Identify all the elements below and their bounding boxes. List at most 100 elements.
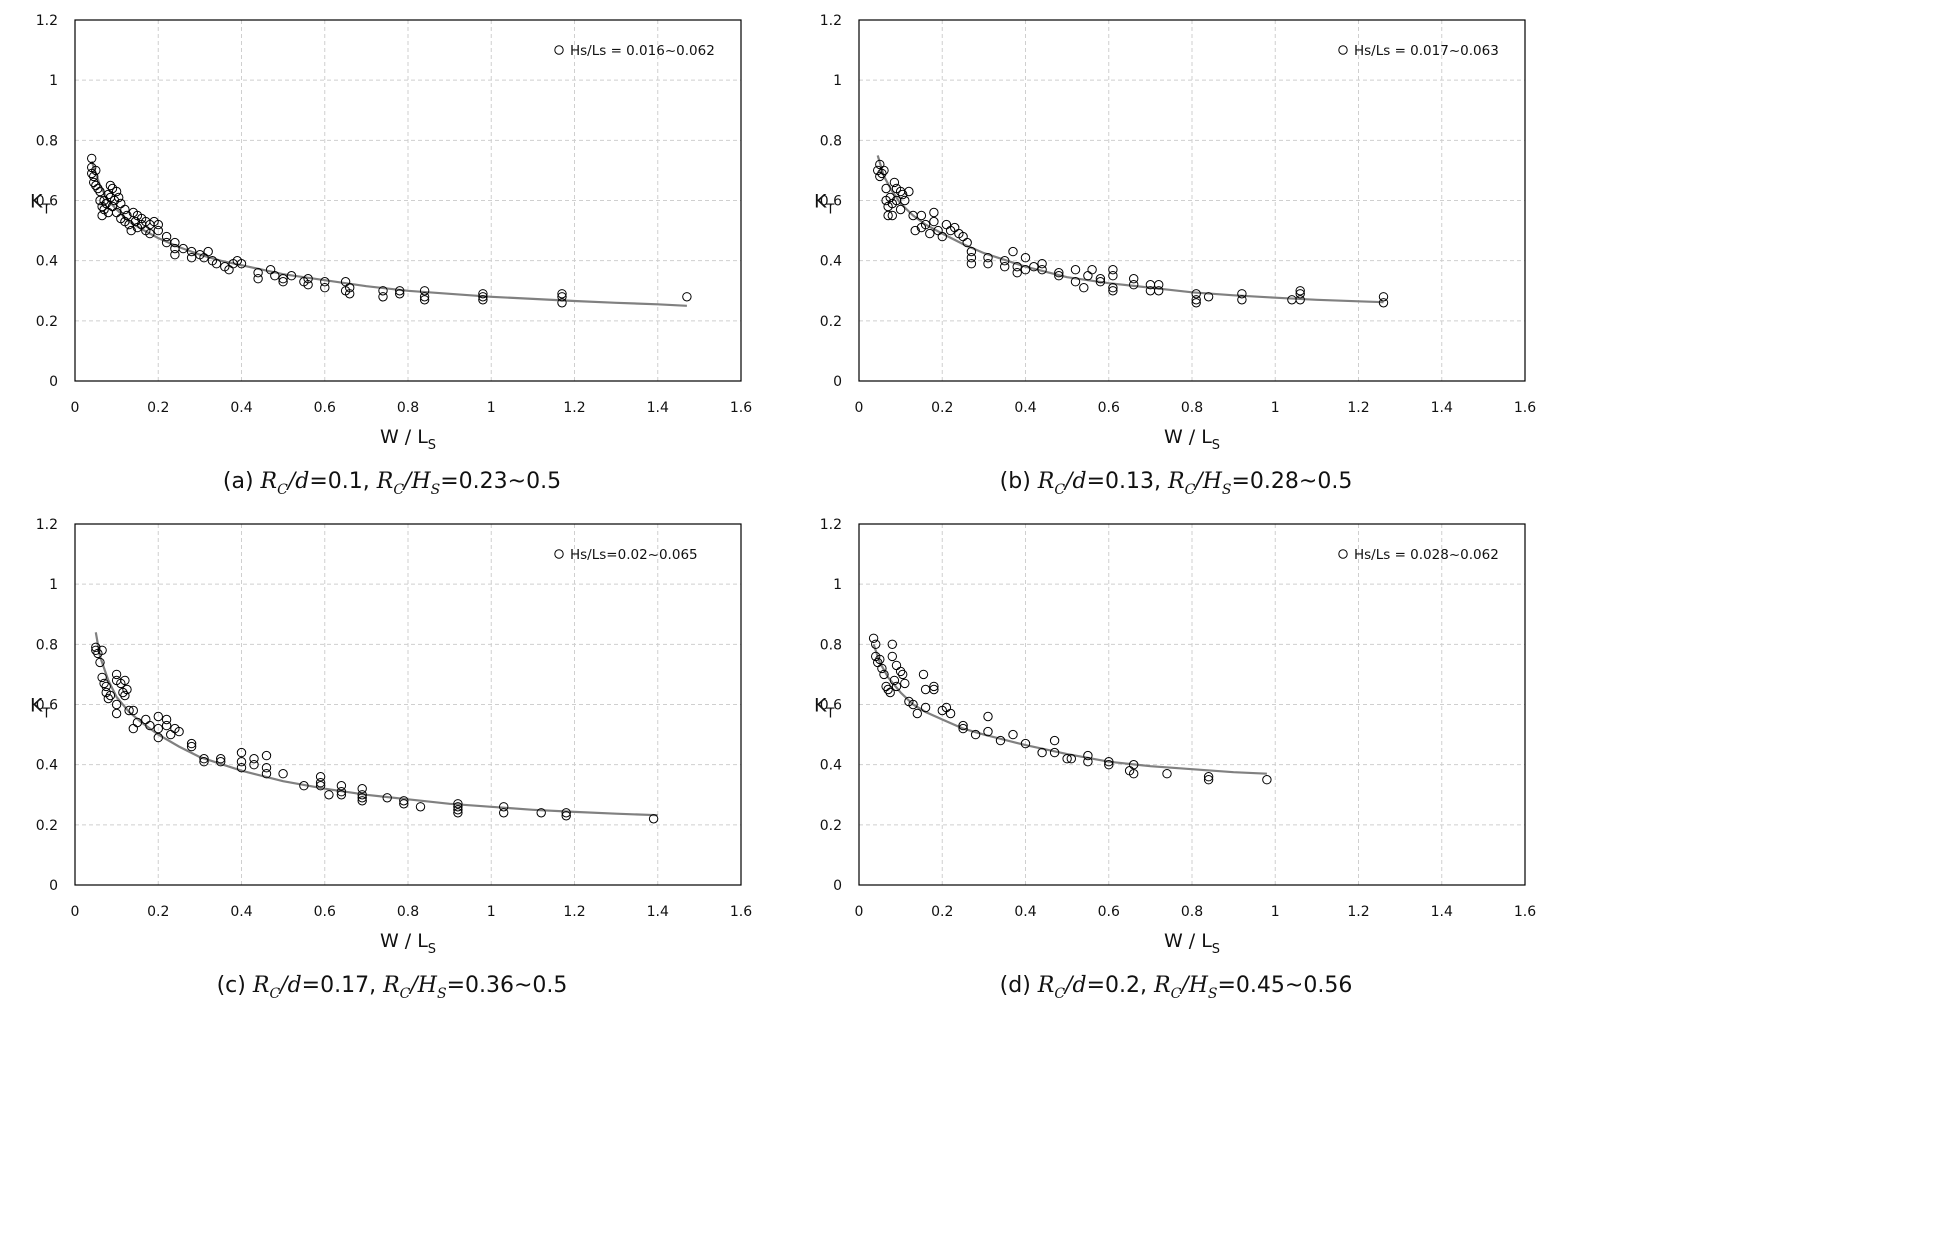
caption-var: /H — [1179, 973, 1208, 998]
y-tick-label: 0 — [833, 374, 842, 390]
data-point — [153, 732, 164, 743]
data-point — [912, 708, 923, 719]
data-point — [399, 796, 409, 806]
data-point — [357, 790, 367, 800]
data-point — [1129, 280, 1139, 290]
data-point — [419, 286, 430, 296]
data-point — [983, 711, 993, 722]
data-points — [91, 642, 659, 824]
data-point — [1008, 246, 1018, 257]
legend-label: Hs/Ls = 0.016~0.062 — [570, 43, 715, 59]
y-tick-label: 0.4 — [820, 758, 842, 774]
x-axis-title-main: W / L — [380, 426, 428, 448]
x-tick-label: 0 — [71, 904, 80, 920]
data-point — [395, 289, 405, 299]
data-point — [1095, 277, 1106, 287]
caption-var: /d — [278, 973, 302, 998]
x-tick-label: 0.6 — [1098, 904, 1120, 920]
data-point — [1237, 295, 1247, 305]
data-point — [1129, 274, 1139, 284]
data-point — [1191, 295, 1201, 305]
legend: Hs/Ls = 0.017~0.063 — [1338, 43, 1499, 59]
x-axis-title-main: W / L — [1164, 930, 1212, 952]
data-point — [166, 729, 176, 740]
y-tick-label: 0 — [833, 878, 842, 894]
data-point — [1062, 754, 1072, 764]
data-point — [561, 811, 571, 821]
data-point — [186, 246, 197, 257]
data-point — [345, 283, 355, 293]
x-tick-label: 0.6 — [1098, 400, 1120, 416]
grid — [75, 524, 741, 885]
y-tick-label: 0.2 — [36, 818, 58, 834]
y-axis-title: KT — [814, 695, 834, 722]
data-point — [153, 723, 164, 734]
y-tick-label: 0.4 — [36, 758, 58, 774]
data-point — [1054, 268, 1064, 278]
data-point — [1191, 289, 1201, 299]
chart-panel-a: 0 0.2 0.4 0.6 0.8 1 1.2 1.4 1.6 0 0.2 0.4 0.6 0.8 1 1.2… — [0, 0, 784, 504]
x-tick-label: 1 — [1271, 904, 1280, 920]
data-point — [87, 153, 97, 164]
legend-label: Hs/Ls = 0.028~0.062 — [1354, 547, 1499, 563]
data-point — [1054, 271, 1064, 281]
data-point — [962, 237, 972, 248]
legend-label: Hs/Ls=0.02~0.065 — [570, 547, 698, 563]
data-point — [900, 678, 910, 689]
data-point — [419, 292, 430, 302]
caption-value: =0.2, — [1087, 973, 1154, 998]
y-tick-label: 1 — [833, 73, 842, 89]
y-axis-title-main: K — [30, 695, 43, 717]
data-point — [1087, 265, 1097, 275]
y-tick-label: 1.2 — [36, 517, 58, 533]
y-tick-label: 0.6 — [820, 698, 842, 714]
data-point — [1295, 289, 1305, 299]
y-tick-label: 1 — [49, 73, 58, 89]
data-point — [958, 723, 968, 734]
data-point — [1108, 265, 1118, 275]
data-point — [1378, 298, 1389, 308]
data-point — [1108, 271, 1118, 281]
data-point — [1287, 295, 1297, 305]
fit-curve — [90, 161, 687, 307]
data-point — [249, 760, 259, 770]
data-point — [929, 684, 939, 695]
x-axis-title: W / LS — [380, 930, 436, 957]
caption-var-subscript: C — [1054, 986, 1065, 1002]
data-point — [236, 747, 247, 758]
x-tick-label: 1.2 — [1347, 904, 1369, 920]
data-point — [887, 639, 898, 650]
data-point — [1000, 256, 1010, 266]
legend: Hs/Ls = 0.016~0.062 — [554, 43, 715, 59]
data-point — [1162, 769, 1172, 779]
data-point — [270, 271, 280, 281]
data-point — [929, 216, 939, 227]
data-point — [453, 808, 463, 818]
data-point — [1154, 280, 1164, 290]
data-point — [286, 271, 297, 281]
x-axis-title: W / LS — [1164, 930, 1220, 957]
data-point — [91, 642, 101, 653]
data-point — [966, 246, 977, 257]
x-tick-label: 0.4 — [1014, 904, 1036, 920]
data-points — [868, 633, 1272, 785]
x-tick-label: 0.4 — [230, 400, 252, 416]
data-point — [879, 165, 889, 176]
data-point — [557, 289, 567, 299]
data-point — [1020, 253, 1031, 263]
data-point — [1083, 271, 1093, 281]
data-point — [153, 219, 164, 230]
x-tick-label: 0 — [855, 400, 864, 416]
data-point — [1104, 757, 1114, 767]
x-axis-title-subscript: S — [1212, 438, 1220, 453]
panel-caption: (a) RC/d=0.1, RC/HS=0.23~0.5 — [223, 469, 561, 498]
data-point — [881, 681, 891, 692]
data-point — [908, 699, 918, 710]
data-point — [891, 681, 902, 692]
y-tick-label: 0.4 — [36, 254, 58, 270]
data-point — [216, 754, 226, 764]
legend-marker-icon — [1338, 45, 1348, 55]
data-point — [1108, 283, 1118, 293]
chart-svg: 0 0.2 0.4 0.6 0.8 1 1.2 1.4 1.6 0 0.2 0.4 0.6 0.8 1 1.2… — [30, 517, 752, 1002]
data-point — [941, 219, 952, 230]
